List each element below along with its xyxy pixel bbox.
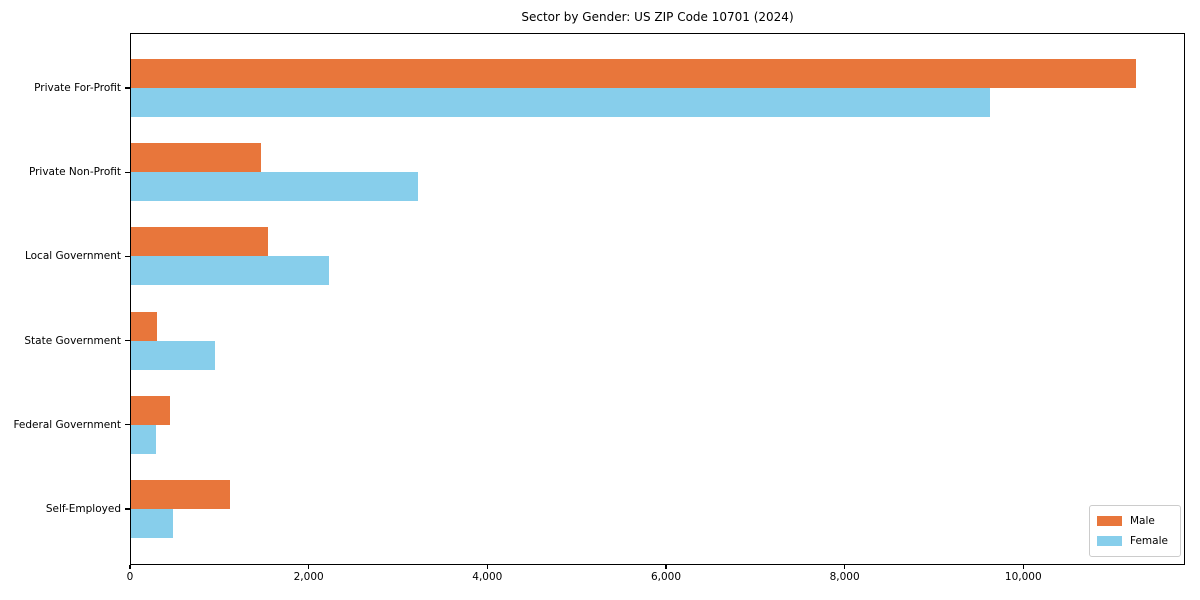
legend-item-male: Male <box>1097 515 1173 527</box>
legend-label: Female <box>1130 535 1168 547</box>
bar-male <box>131 227 268 257</box>
bar-female <box>131 256 329 286</box>
legend-swatch-male <box>1097 516 1122 526</box>
x-tick-mark <box>486 565 488 569</box>
y-tick-mark <box>125 171 130 173</box>
y-tick-mark <box>125 508 130 510</box>
bar-male <box>131 311 157 341</box>
legend-swatch-female <box>1097 536 1122 546</box>
x-tick-label: 2,000 <box>293 571 324 583</box>
y-axis-label: State Government <box>24 334 121 347</box>
chart-title: Sector by Gender: US ZIP Code 10701 (202… <box>521 10 794 24</box>
bar-female <box>131 509 173 538</box>
y-axis-label: Private Non-Profit <box>28 166 121 179</box>
x-tick-label: 0 <box>126 571 134 583</box>
y-axis-label: Self-Employed <box>45 503 121 515</box>
x-tick-mark <box>1022 565 1024 569</box>
bar-female <box>131 340 215 370</box>
x-tick-label: 10,000 <box>1004 571 1042 583</box>
y-tick-mark <box>125 255 130 257</box>
x-tick-label: 8,000 <box>829 571 860 583</box>
y-axis-label: Federal Government <box>13 418 121 431</box>
y-axis-label: Private For-Profit <box>34 82 121 94</box>
bar-male <box>131 59 1136 88</box>
bar-male <box>131 480 230 509</box>
legend-box: Male Female <box>1089 505 1181 557</box>
x-tick-mark <box>308 565 310 569</box>
x-tick-mark <box>665 565 667 569</box>
x-tick-label: 4,000 <box>472 571 503 583</box>
x-tick-mark <box>129 565 131 569</box>
legend-item-female: Female <box>1097 535 1173 547</box>
bar-male <box>131 143 261 173</box>
x-tick-label: 6,000 <box>650 571 682 583</box>
bar-male <box>131 395 170 425</box>
bar-female <box>131 88 990 117</box>
x-tick-mark <box>844 565 846 569</box>
y-tick-mark <box>125 424 130 426</box>
bar-female <box>131 172 418 202</box>
legend-label: Male <box>1130 515 1155 527</box>
y-tick-mark <box>125 340 130 342</box>
bar-female <box>131 424 156 454</box>
y-axis-label: Local Government <box>24 250 121 263</box>
y-tick-mark <box>125 87 130 89</box>
plot-area <box>130 33 1185 565</box>
